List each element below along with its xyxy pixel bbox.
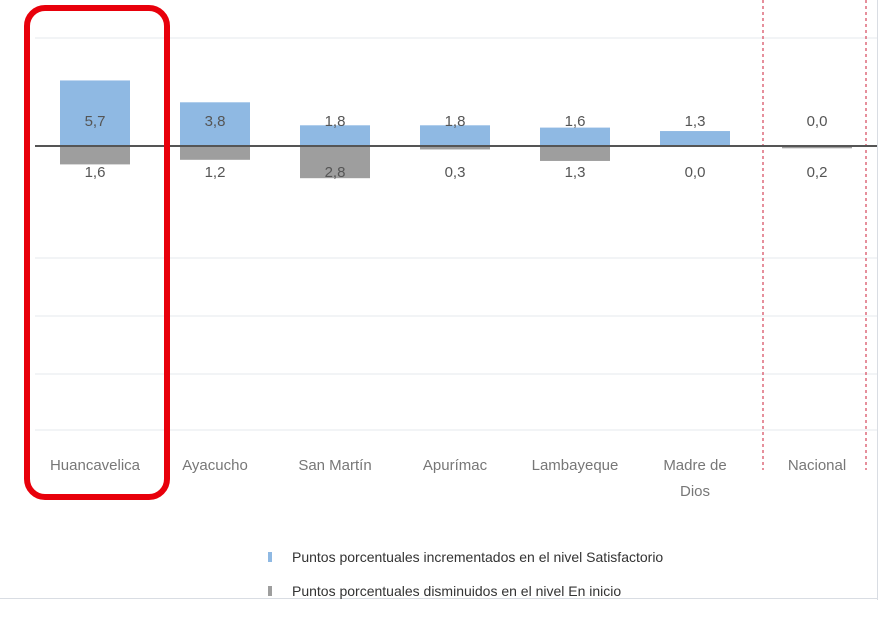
bar-satisfactorio-lambayeque — [540, 127, 610, 146]
chart-frame-bottom — [0, 598, 878, 599]
data-label-satisfactorio-nacional: 0,0 — [807, 113, 828, 130]
data-label-satisfactorio-madre-de-dios: 1,3 — [685, 113, 706, 130]
data-label-satisfactorio-ayacucho: 3,8 — [205, 113, 226, 130]
bar-en-inicio-ayacucho — [180, 146, 250, 160]
data-label-satisfactorio-apur-mac: 1,8 — [445, 113, 466, 130]
bar-en-inicio-huancavelica — [60, 146, 130, 165]
data-label-en-inicio-nacional: 0,2 — [807, 164, 828, 181]
bar-satisfactorio-madre-de-dios — [660, 131, 730, 146]
data-label-en-inicio-madre-de-dios: 0,0 — [685, 164, 706, 181]
legend: Puntos porcentuales incrementados en el … — [268, 540, 663, 608]
data-label-en-inicio-huancavelica: 1,6 — [85, 164, 106, 181]
data-label-en-inicio-lambayeque: 1,3 — [565, 164, 586, 181]
legend-swatch-satisfactorio — [268, 552, 272, 562]
category-label-ayacucho: Ayacucho — [182, 457, 248, 474]
category-label-san-mart-n: San Martín — [298, 457, 371, 474]
data-label-satisfactorio-huancavelica: 5,7 — [85, 113, 106, 130]
category-label-madre-de-dios-line2: Dios — [680, 483, 710, 500]
legend-item-satisfactorio: Puntos porcentuales incrementados en el … — [268, 540, 663, 574]
category-label-nacional: Nacional — [788, 457, 846, 474]
category-label-lambayeque: Lambayeque — [532, 457, 619, 474]
bar-en-inicio-apur-mac — [420, 146, 490, 150]
chart-frame-right — [877, 0, 878, 600]
bar-satisfactorio-huancavelica — [60, 80, 130, 146]
category-label-apur-mac: Apurímac — [423, 457, 488, 474]
data-label-satisfactorio-san-mart-n: 1,8 — [325, 113, 346, 130]
highlight-box-huancavelica — [24, 5, 170, 500]
legend-label-satisfactorio: Puntos porcentuales incrementados en el … — [292, 549, 664, 565]
category-label-huancavelica: Huancavelica — [50, 457, 141, 474]
data-label-en-inicio-ayacucho: 1,2 — [205, 164, 226, 181]
legend-label-en-inicio: Puntos porcentuales disminuidos en el ni… — [292, 583, 622, 599]
legend-swatch-en-inicio — [268, 586, 272, 596]
category-label-madre-de-dios-line1: Madre de — [663, 457, 726, 474]
bar-satisfactorio-apur-mac — [420, 125, 490, 146]
bar-satisfactorio-san-mart-n — [300, 125, 370, 146]
data-label-satisfactorio-lambayeque: 1,6 — [565, 113, 586, 130]
legend-item-en-inicio: Puntos porcentuales disminuidos en el ni… — [268, 574, 663, 608]
bar-satisfactorio-ayacucho — [180, 102, 250, 146]
data-label-en-inicio-san-mart-n: 2,8 — [325, 164, 346, 181]
bar-en-inicio-lambayeque — [540, 146, 610, 161]
bar-en-inicio-san-mart-n — [300, 146, 370, 179]
bar-en-inicio-nacional — [782, 146, 852, 149]
data-label-en-inicio-apur-mac: 0,3 — [445, 164, 466, 181]
